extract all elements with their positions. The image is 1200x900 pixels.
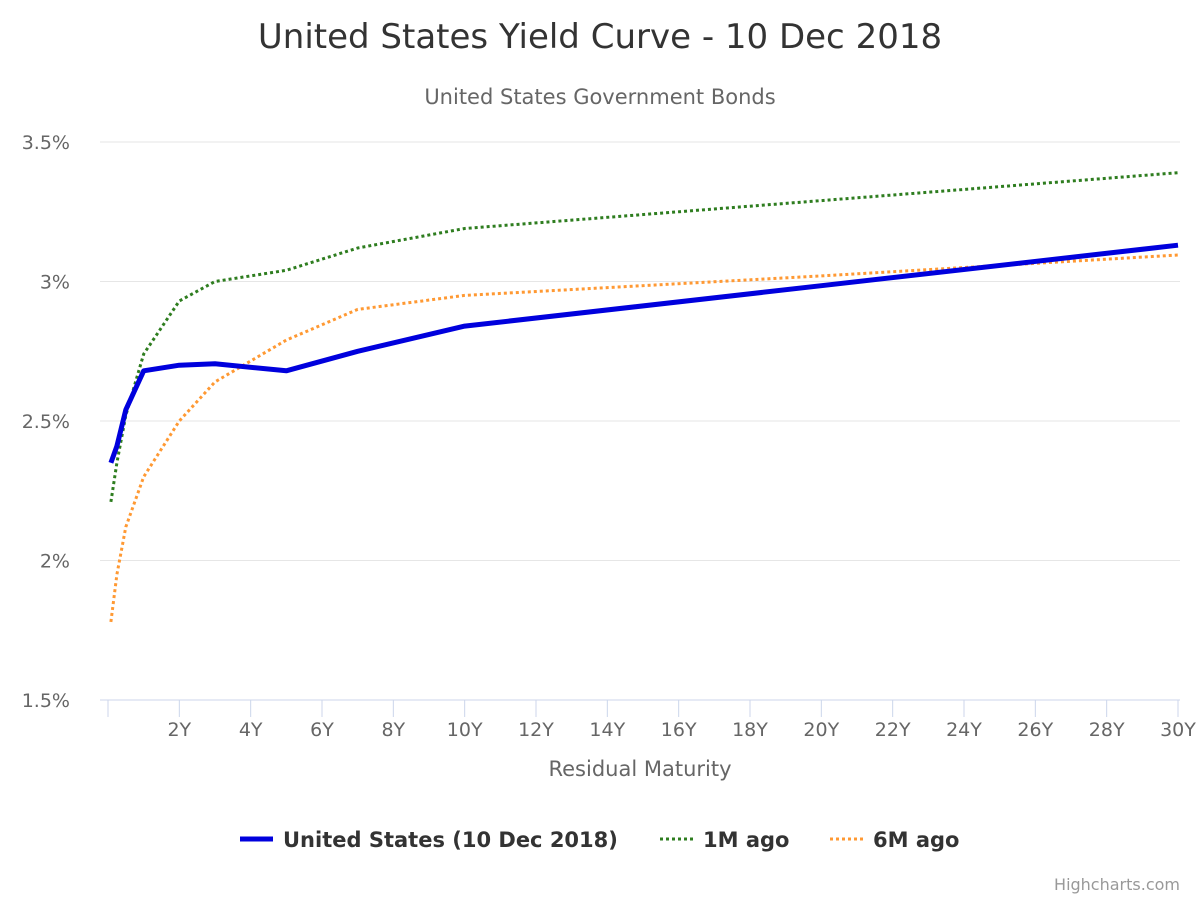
series-line-1m-ago[interactable] — [109, 171, 1179, 503]
legend: United States (10 Dec 2018) 1M ago 6M ago — [240, 828, 959, 852]
y-tick-label: 2.5% — [22, 411, 70, 433]
x-tick-label: 14Y — [589, 719, 625, 741]
x-axis: 2Y 4Y 6Y 8Y 10Y 12Y 14Y 16Y 18Y 20Y 22Y 24Y 26Y 28Y 30… — [107, 700, 1196, 741]
x-tick-label: 28Y — [1089, 719, 1125, 741]
legend-label: 1M ago — [703, 828, 789, 852]
x-tick-label: 2Y — [167, 719, 191, 741]
x-tick-label: 18Y — [732, 719, 768, 741]
x-axis-title: Residual Maturity — [548, 757, 731, 781]
legend-item-6m-ago[interactable]: 6M ago — [830, 828, 959, 852]
legend-label: United States (10 Dec 2018) — [283, 828, 618, 852]
x-tick-label: 22Y — [875, 719, 911, 741]
chart-title: United States Yield Curve - 10 Dec 2018 — [258, 17, 942, 57]
chart-subtitle: United States Government Bonds — [424, 85, 775, 109]
gridlines: 1.5% 2% 2.5% 3% 3.5% — [22, 132, 1180, 712]
legend-item-1m-ago[interactable]: 1M ago — [660, 828, 789, 852]
y-tick-label: 1.5% — [22, 690, 70, 712]
series-line-current[interactable] — [108, 242, 1179, 464]
x-tick-label: 6Y — [310, 719, 334, 741]
y-tick-label: 3% — [40, 272, 70, 294]
x-tick-label: 16Y — [661, 719, 697, 741]
plot-area — [108, 171, 1179, 623]
series-line-6m-ago[interactable] — [109, 253, 1179, 623]
legend-item-current[interactable]: United States (10 Dec 2018) — [240, 828, 618, 852]
x-tick-label: 10Y — [447, 719, 483, 741]
x-tick-label: 12Y — [518, 719, 554, 741]
y-tick-label: 2% — [40, 551, 70, 573]
x-tick-label: 20Y — [803, 719, 839, 741]
credits-link[interactable]: Highcharts.com — [1054, 875, 1180, 894]
legend-label: 6M ago — [873, 828, 959, 852]
x-tick-label: 8Y — [381, 719, 405, 741]
x-tick-label: 24Y — [946, 719, 982, 741]
x-tick-label: 26Y — [1017, 719, 1053, 741]
y-tick-label: 3.5% — [22, 132, 70, 154]
x-tick-label: 30Y — [1160, 719, 1196, 741]
x-tick-label: 4Y — [239, 719, 263, 741]
